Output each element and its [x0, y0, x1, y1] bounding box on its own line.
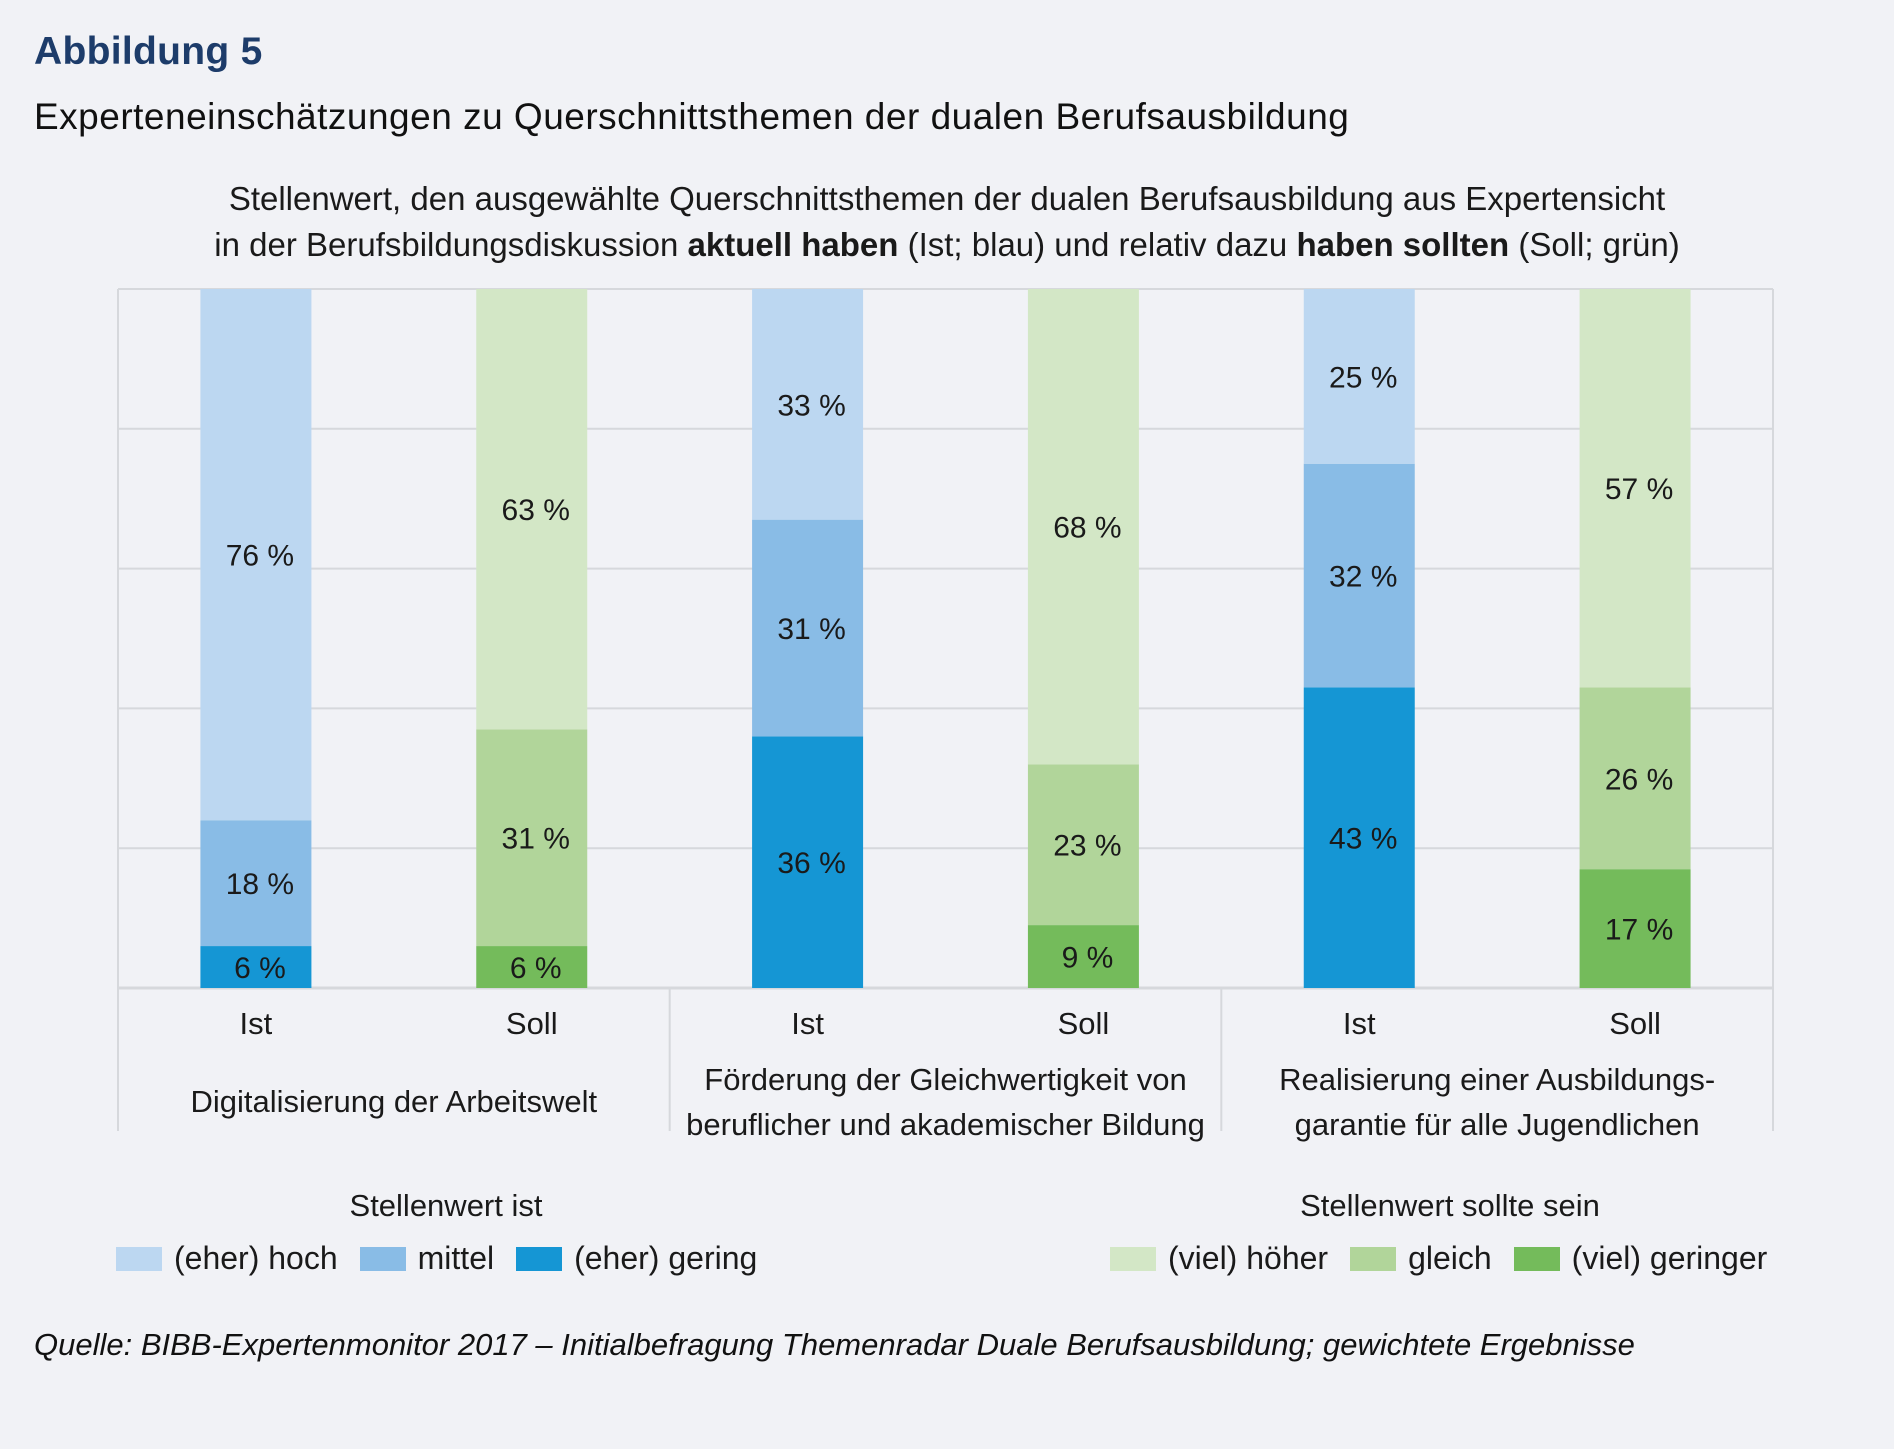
subtitle-text: (Ist; blau) und relativ dazu [898, 226, 1297, 263]
bar-segment [1303, 463, 1415, 688]
subtitle-text: (Soll; grün) [1509, 226, 1680, 263]
group-label: Digitalisierung der Arbeitswelt [191, 1084, 598, 1119]
data-label: 32 % [1329, 561, 1397, 594]
legend-label: (eher) gering [574, 1240, 758, 1276]
legend-item: (eher) hoch [116, 1240, 338, 1277]
data-label: 18 % [226, 868, 294, 901]
data-label: 31 % [502, 823, 570, 856]
legend-item: (viel) geringer [1513, 1240, 1768, 1277]
legend-item: mittel [359, 1240, 495, 1277]
data-label: 57 % [1605, 473, 1673, 506]
legend-swatch [1350, 1246, 1397, 1271]
x-tick-label: Soll [1058, 1006, 1110, 1041]
bar-segment [1579, 687, 1691, 870]
legend-label: (eher) hoch [174, 1240, 338, 1276]
bar-segment [752, 289, 864, 520]
group-label: garantie für alle Jugendlichen [1295, 1107, 1700, 1142]
data-label: 6 % [510, 952, 562, 985]
source-note: Quelle: BIBB-Expertenmonitor 2017 – Init… [34, 1327, 1635, 1362]
bar-segment [476, 729, 588, 947]
data-label: 31 % [777, 613, 845, 646]
legend-swatch [116, 1246, 162, 1271]
subtitle-line-1: Stellenwert, den ausgewählte Querschnitt… [228, 180, 1666, 217]
legend-ist-items: (eher) hoch mittel (eher) gering [116, 1240, 776, 1277]
legend-item: gleich [1350, 1240, 1492, 1277]
data-label: 63 % [502, 494, 570, 527]
bar-segment [1027, 289, 1139, 765]
x-tick-label: Soll [506, 1006, 558, 1041]
x-tick-label: Ist [240, 1006, 273, 1041]
bar-segment [752, 519, 864, 737]
legend-ist-heading: Stellenwert ist [349, 1188, 543, 1223]
data-label: 68 % [1053, 512, 1121, 545]
bar-segment [200, 289, 312, 821]
data-label: 33 % [777, 389, 845, 422]
legend-swatch [359, 1246, 406, 1271]
legend-label: mittel [417, 1240, 495, 1276]
x-tick-label: Soll [1609, 1006, 1661, 1041]
bar-segment [476, 946, 588, 988]
data-label: 36 % [777, 847, 845, 880]
bar-segment [200, 946, 312, 988]
bar-segment [1303, 289, 1415, 464]
subtitle-emphasis-current: aktuell haben [687, 226, 899, 263]
bar-segment [752, 736, 864, 988]
legend-soll-heading: Stellenwert sollte sein [1300, 1188, 1600, 1223]
chart-subtitle: Stellenwert, den ausgewählte Querschnitt… [0, 176, 1894, 268]
data-label: 23 % [1053, 830, 1121, 863]
data-label: 6 % [234, 952, 286, 985]
stacked-bar-chart: Digitalisierung der Arbeitswelt Förderung… [117, 288, 1774, 1142]
figure-label: Abbildung 5 [34, 30, 263, 73]
legend-soll: Stellenwert sollte sein (viel) höher gle… [1110, 1188, 1790, 1277]
legend-item: (viel) höher [1110, 1240, 1328, 1277]
bar-segment [1579, 869, 1691, 988]
bar-segment [1027, 764, 1139, 926]
legend-label: gleich [1408, 1240, 1492, 1276]
legend-label: (viel) geringer [1571, 1240, 1768, 1276]
bar-segment [1027, 925, 1139, 988]
subtitle-line-2: in der Berufsbildungsdiskussion aktuell … [0, 222, 1894, 268]
bar-segment [476, 289, 588, 730]
subtitle-text: in der Berufsbildungsdiskussion [214, 226, 688, 263]
legend-swatch [1513, 1246, 1560, 1271]
bar-segment [1579, 289, 1691, 688]
legend-swatch [1110, 1246, 1156, 1271]
group-label: Realisierung einer Ausbildungs- [1279, 1062, 1715, 1097]
subtitle-emphasis-target: haben sollten [1296, 226, 1510, 263]
data-label: 25 % [1329, 361, 1397, 394]
figure-title: Experteneinschätzungen zu Querschnittsth… [34, 96, 1350, 137]
group-label: Förderung der Gleichwertigkeit von [704, 1062, 1186, 1097]
data-label: 76 % [226, 540, 294, 573]
data-label: 9 % [1062, 942, 1114, 975]
bar-segment [200, 820, 312, 947]
legend-item: (eher) gering [516, 1240, 757, 1277]
data-label: 17 % [1605, 914, 1673, 947]
legend-label: (viel) höher [1168, 1240, 1329, 1276]
data-label: 43 % [1329, 823, 1397, 856]
x-tick-label: Ist [1343, 1006, 1376, 1041]
legend-ist: Stellenwert ist (eher) hoch mittel (eher… [116, 1188, 776, 1277]
bar-segment [1303, 687, 1415, 988]
legend-soll-items: (viel) höher gleich (viel) geringer [1110, 1240, 1790, 1277]
legend-swatch [516, 1246, 563, 1271]
group-label: beruflicher und akademischer Bildung [686, 1107, 1205, 1142]
x-tick-label: Ist [791, 1006, 824, 1041]
data-label: 26 % [1605, 763, 1673, 796]
